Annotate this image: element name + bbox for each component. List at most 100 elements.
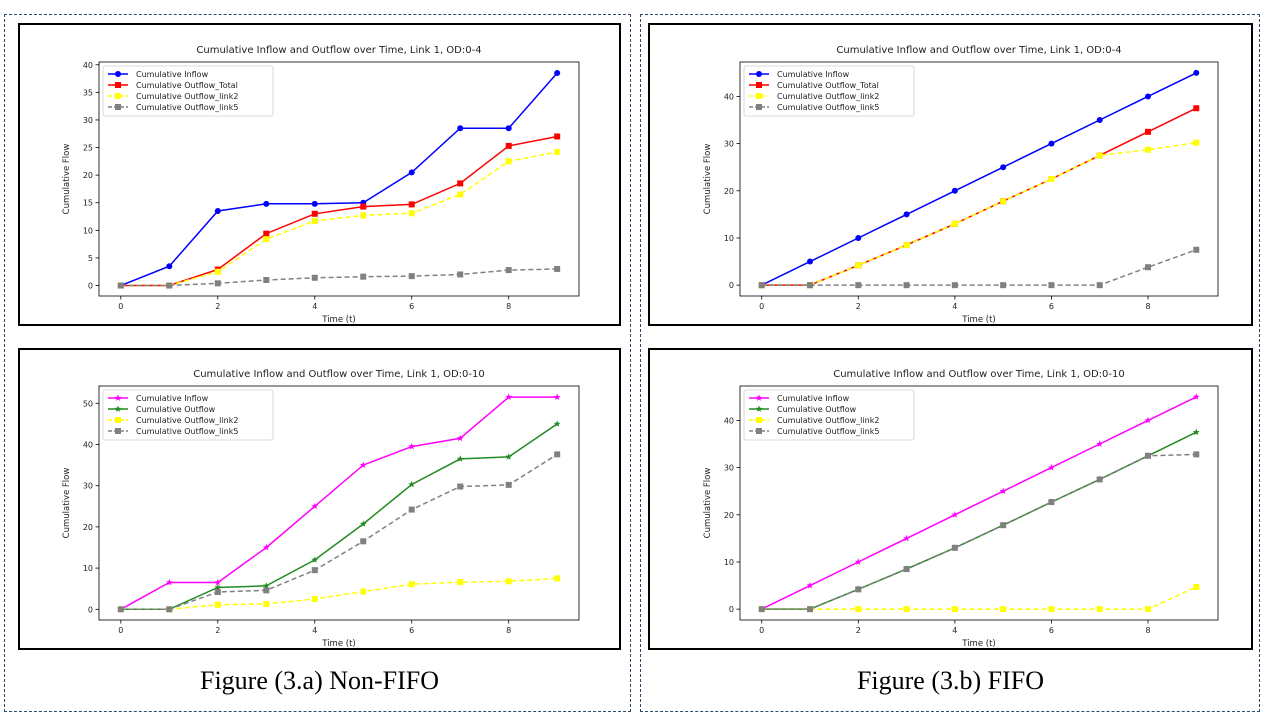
data-point — [1048, 140, 1055, 147]
data-point — [1096, 117, 1103, 124]
y-axis-label: Cumulative Flow — [703, 468, 713, 539]
series-line — [120, 135, 558, 287]
data-point — [214, 583, 222, 591]
y-tick-label: 10 — [724, 558, 734, 567]
y-tick-label: 30 — [724, 140, 734, 149]
axes-frame — [98, 61, 580, 297]
data-point — [456, 434, 464, 442]
x-axis-label: Time (t) — [321, 315, 355, 325]
data-point — [1048, 606, 1055, 613]
series-cumulative-outflow-link5 — [117, 451, 561, 613]
data-point — [408, 506, 415, 513]
data-point — [1096, 152, 1103, 159]
data-point — [999, 487, 1007, 495]
data-point — [408, 201, 415, 208]
series-cumulative-outflow-total — [117, 133, 561, 289]
data-point — [360, 203, 367, 210]
data-point — [408, 210, 415, 217]
data-point — [1193, 105, 1200, 112]
legend-label: Cumulative Outflow_link2 — [777, 416, 879, 425]
data-point — [553, 420, 561, 427]
data-point — [554, 265, 561, 272]
chart-svg: Cumulative Inflow and Outflow over Time,… — [62, 45, 580, 325]
data-point — [214, 208, 221, 215]
data-point — [807, 606, 814, 613]
y-tick-label: 40 — [83, 61, 93, 70]
legend-box — [743, 389, 915, 441]
data-point — [1096, 440, 1104, 447]
data-point — [554, 575, 561, 582]
data-point — [214, 578, 222, 586]
legend-marker — [115, 71, 121, 77]
series-line — [120, 396, 558, 610]
data-point — [951, 282, 958, 289]
data-point — [951, 606, 958, 613]
data-point — [903, 534, 910, 542]
y-axis-label: Cumulative Flow — [703, 144, 713, 215]
data-point — [1000, 198, 1007, 205]
data-point — [263, 587, 270, 594]
x-tick-label: 2 — [856, 626, 861, 635]
data-point — [758, 606, 765, 613]
legend-label: Cumulative Inflow — [136, 394, 209, 403]
legend-marker — [115, 417, 121, 423]
axes-frame — [739, 61, 1219, 297]
x-axis-label: Time (t) — [961, 639, 995, 649]
legend-marker — [756, 428, 762, 434]
series-cumulative-outflow — [117, 420, 561, 613]
series-line — [761, 72, 1197, 286]
data-point — [807, 282, 814, 289]
y-tick-label: 25 — [83, 144, 93, 153]
legend-marker — [755, 394, 763, 401]
y-tick-label: 30 — [724, 464, 734, 473]
figure-panel-fifo — [640, 14, 1260, 712]
chart-fifo-od-0-4: Cumulative Inflow and Outflow over Time,… — [648, 23, 1253, 326]
data-point — [263, 200, 270, 207]
legend-marker — [114, 394, 122, 401]
legend-label: Cumulative Outflow — [136, 405, 216, 414]
data-point — [165, 578, 173, 586]
data-point — [1193, 69, 1200, 76]
data-point — [262, 582, 270, 589]
x-tick-label: 4 — [952, 302, 957, 311]
data-point — [408, 169, 415, 176]
x-tick-label: 8 — [1145, 302, 1150, 311]
data-point — [855, 606, 862, 613]
data-point — [262, 543, 270, 551]
caption-fifo: Figure (3.b) FIFO — [856, 666, 1045, 695]
legend-label: Cumulative Outflow_link5 — [136, 427, 238, 436]
data-point — [360, 212, 367, 219]
data-point — [457, 180, 464, 187]
data-point — [408, 480, 416, 488]
data-point — [1096, 476, 1103, 483]
chart-svg: Cumulative Inflow and Outflow over Time,… — [62, 369, 580, 649]
data-point — [1000, 164, 1007, 171]
chart-svg: Cumulative Inflow and Outflow over Time,… — [703, 369, 1219, 649]
y-tick-label: 20 — [83, 523, 93, 532]
chart-non-fifo-od-0-10: Cumulative Inflow and Outflow over Time,… — [18, 348, 621, 650]
x-tick-label: 6 — [409, 626, 414, 635]
y-tick-label: 10 — [83, 564, 93, 573]
x-tick-label: 0 — [759, 302, 764, 311]
x-tick-label: 4 — [312, 626, 317, 635]
legend-label: Cumulative Inflow — [777, 394, 850, 403]
data-point — [1000, 282, 1007, 289]
y-tick-label: 20 — [83, 171, 93, 180]
data-point — [554, 133, 561, 140]
data-point — [311, 217, 318, 224]
data-point — [457, 125, 464, 132]
data-point — [214, 280, 221, 287]
chart-title: Cumulative Inflow and Outflow over Time,… — [836, 45, 1121, 56]
data-point — [166, 606, 173, 613]
data-point — [951, 511, 959, 518]
data-point — [457, 579, 464, 586]
series-line — [761, 249, 1197, 286]
data-point — [214, 601, 221, 608]
data-point — [554, 70, 561, 77]
legend-box — [102, 389, 274, 441]
data-point — [855, 282, 862, 289]
legend-marker — [115, 82, 121, 88]
data-point — [360, 273, 367, 280]
data-point — [1048, 176, 1055, 182]
x-axis-label: Time (t) — [321, 639, 355, 649]
